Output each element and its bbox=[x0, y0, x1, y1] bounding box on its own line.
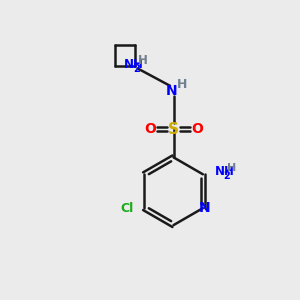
Text: NH: NH bbox=[215, 165, 235, 178]
Text: N: N bbox=[165, 84, 177, 98]
Text: H: H bbox=[177, 78, 187, 91]
Text: O: O bbox=[191, 122, 203, 136]
Text: O: O bbox=[144, 122, 156, 136]
Text: H: H bbox=[138, 54, 148, 67]
Text: 2: 2 bbox=[133, 64, 140, 74]
Text: S: S bbox=[168, 122, 179, 137]
Text: 2: 2 bbox=[224, 171, 230, 181]
Text: NH: NH bbox=[124, 58, 143, 71]
Text: N: N bbox=[199, 201, 210, 215]
Text: Cl: Cl bbox=[121, 202, 134, 215]
Text: H: H bbox=[227, 164, 237, 173]
